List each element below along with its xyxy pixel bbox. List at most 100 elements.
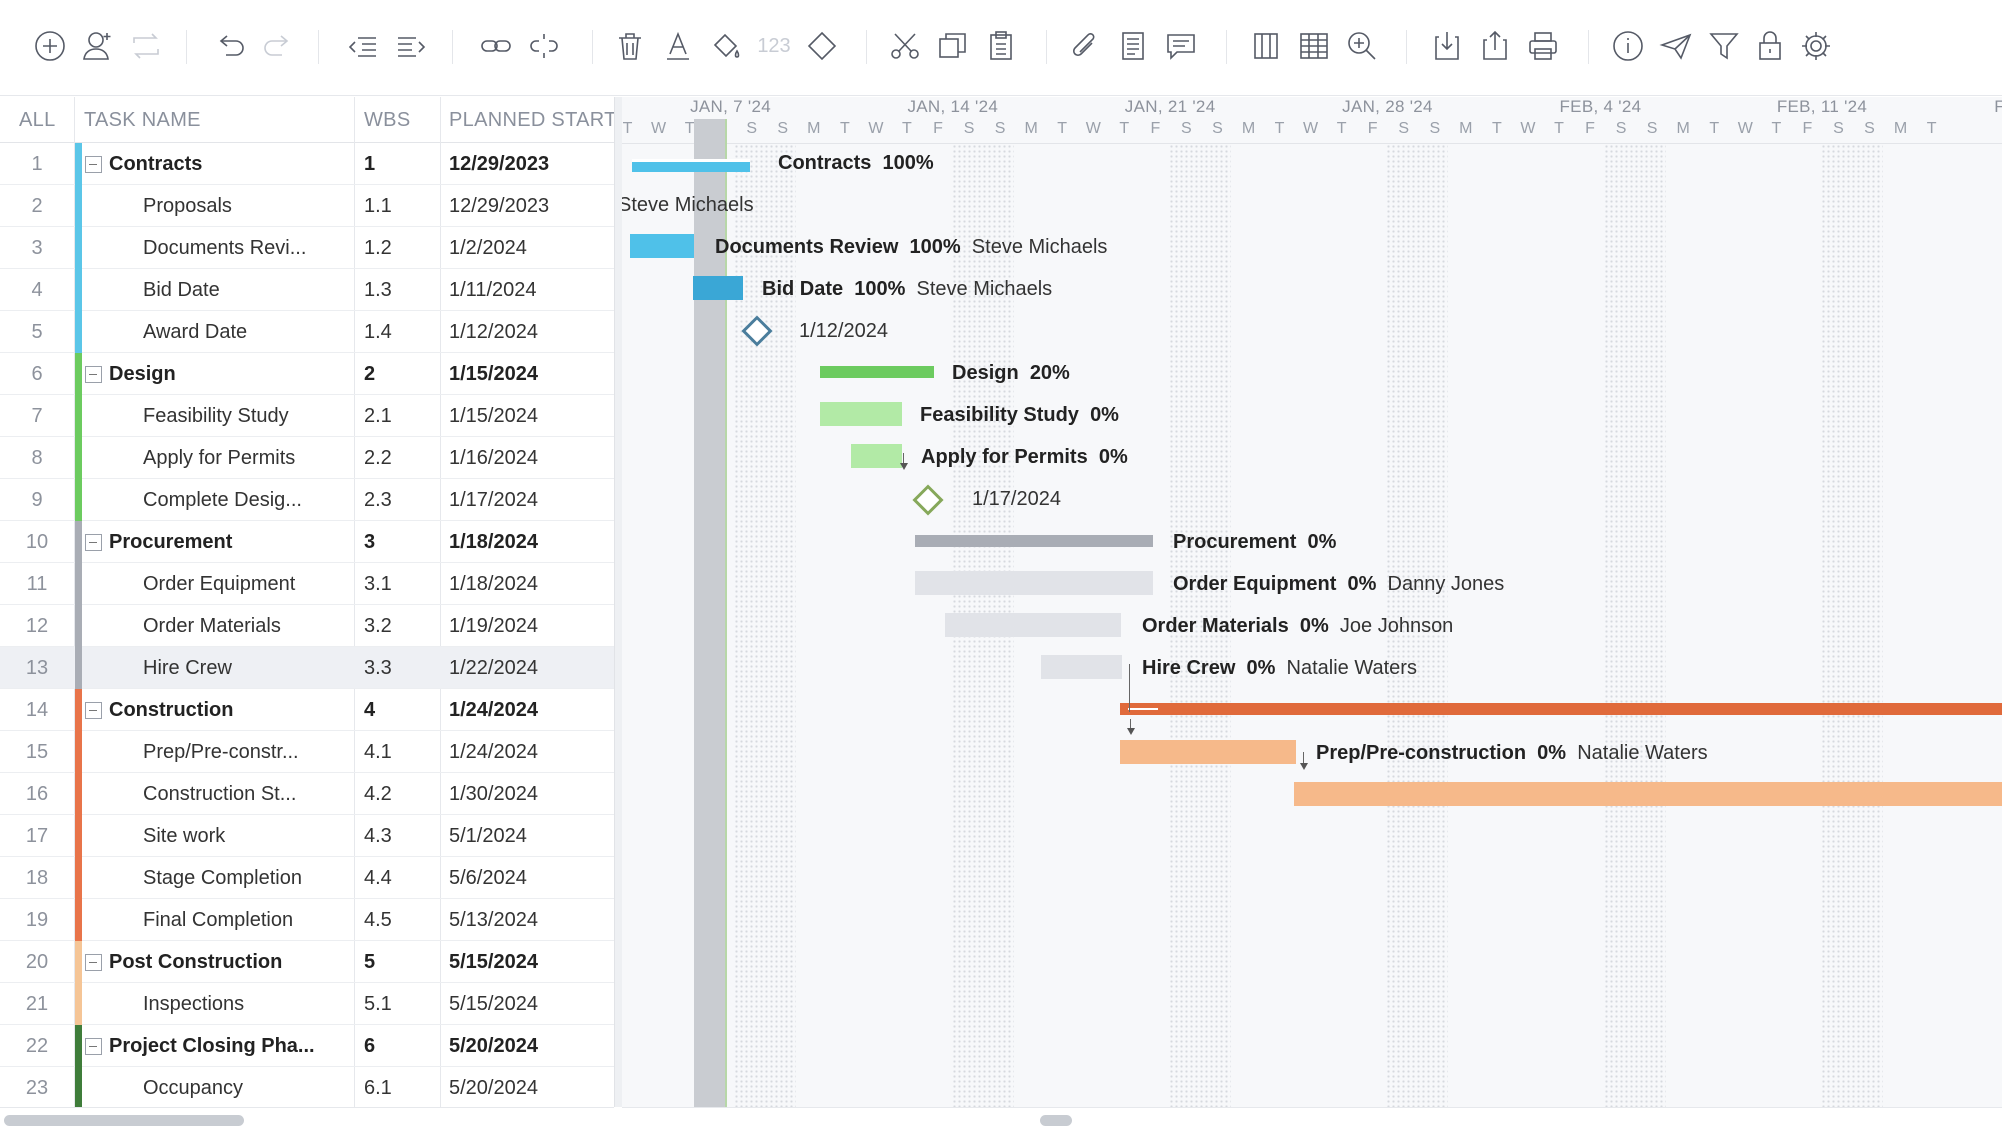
task-name[interactable]: Project Closing Pha... — [109, 1035, 315, 1057]
task-row[interactable]: 7 Feasibility Study 2.1 1/15/2024 — [0, 395, 614, 437]
fill-color-icon[interactable] — [708, 28, 744, 64]
task-group-row[interactable]: 6 Design 2 1/15/2024 — [0, 353, 614, 395]
task-row[interactable]: 4 Bid Date 1.3 1/11/2024 — [0, 269, 614, 311]
task-name[interactable]: Stage Completion — [143, 867, 302, 889]
task-name[interactable]: Proposals — [143, 195, 232, 217]
gantt-horizontal-scrollbar[interactable] — [622, 1107, 2002, 1132]
collapse-toggle-icon[interactable] — [85, 702, 102, 719]
milestone-complete-design[interactable] — [912, 484, 944, 516]
task-name[interactable]: Bid Date — [143, 279, 220, 301]
task-name[interactable]: Occupancy — [143, 1077, 244, 1099]
task-name[interactable]: Award Date — [143, 321, 248, 343]
task-row[interactable]: 15 Prep/Pre-constr... 4.1 1/24/2024 — [0, 731, 614, 773]
task-row[interactable]: 5 Award Date 1.4 1/12/2024 — [0, 311, 614, 353]
task-row[interactable]: 23 Occupancy 6.1 5/20/2024 — [0, 1067, 614, 1107]
column-header-wbs[interactable]: WBS — [364, 109, 411, 131]
info-icon[interactable] — [1610, 28, 1646, 64]
collapse-toggle-icon[interactable] — [85, 534, 102, 551]
attachment-icon[interactable] — [1067, 28, 1103, 64]
redo-icon[interactable] — [260, 28, 296, 64]
task-name[interactable]: Final Completion — [143, 909, 294, 931]
task-row[interactable]: 9 Complete Desig... 2.3 1/17/2024 — [0, 479, 614, 521]
task-name[interactable]: Construction St... — [143, 783, 297, 805]
zoom-icon[interactable] — [1344, 28, 1380, 64]
task-name[interactable]: Design — [109, 363, 176, 385]
filter-icon[interactable] — [1706, 28, 1742, 64]
bar-feasibility-study[interactable] — [820, 402, 902, 426]
settings-icon[interactable] — [1798, 28, 1834, 64]
task-row[interactable]: 11 Order Equipment 3.1 1/18/2024 — [0, 563, 614, 605]
task-group-row[interactable]: 14 Construction 4 1/24/2024 — [0, 689, 614, 731]
task-row[interactable]: 21 Inspections 5.1 5/15/2024 — [0, 983, 614, 1025]
collapse-toggle-icon[interactable] — [85, 156, 102, 173]
add-task-icon[interactable] — [32, 28, 68, 64]
task-name[interactable]: Order Materials — [143, 615, 281, 637]
numbering-icon[interactable]: 123 — [757, 34, 791, 57]
bar-prep-pre-construction[interactable] — [1120, 740, 1296, 764]
task-row[interactable]: 17 Site work 4.3 5/1/2024 — [0, 815, 614, 857]
task-row[interactable]: 18 Stage Completion 4.4 5/6/2024 — [0, 857, 614, 899]
bar-construction-stage[interactable] — [1294, 782, 2002, 806]
task-name[interactable]: Site work — [143, 825, 226, 847]
task-row[interactable]: 12 Order Materials 3.2 1/19/2024 — [0, 605, 614, 647]
task-group-row[interactable]: 10 Procurement 3 1/18/2024 — [0, 521, 614, 563]
task-name[interactable]: Procurement — [109, 531, 233, 553]
task-name[interactable]: Contracts — [109, 153, 203, 175]
task-name[interactable]: Construction — [109, 699, 234, 721]
undo-icon[interactable] — [212, 28, 248, 64]
indent-icon[interactable] — [393, 28, 429, 64]
bar-order-materials[interactable] — [945, 613, 1121, 637]
task-name[interactable]: Complete Desig... — [143, 489, 302, 511]
task-group-row[interactable]: 20 Post Construction 5 5/15/2024 — [0, 941, 614, 983]
column-header-planned-start[interactable]: PLANNED START — [449, 109, 614, 131]
paste-icon[interactable] — [983, 28, 1019, 64]
text-color-icon[interactable] — [660, 28, 696, 64]
task-row[interactable]: 3 Documents Revi... 1.2 1/2/2024 — [0, 227, 614, 269]
milestone-icon[interactable] — [804, 28, 840, 64]
cut-icon[interactable] — [887, 28, 923, 64]
send-icon[interactable] — [1658, 28, 1694, 64]
construction-summary-bar[interactable] — [1120, 703, 2002, 715]
task-row[interactable]: 19 Final Completion 4.5 5/13/2024 — [0, 899, 614, 941]
collapse-toggle-icon[interactable] — [85, 954, 102, 971]
task-row[interactable]: 8 Apply for Permits 2.2 1/16/2024 — [0, 437, 614, 479]
bar-order-equipment[interactable] — [915, 571, 1153, 595]
task-group-row[interactable]: 22 Project Closing Pha... 6 5/20/2024 — [0, 1025, 614, 1067]
task-group-row[interactable]: 1 Contracts 1 12/29/2023 — [0, 143, 614, 185]
design-summary-bar[interactable] — [820, 366, 934, 378]
add-user-icon[interactable] — [80, 28, 116, 64]
grid-horizontal-scrollbar[interactable] — [0, 1107, 614, 1132]
column-header-task-name[interactable]: TASK NAME — [84, 109, 201, 131]
delete-icon[interactable] — [612, 28, 648, 64]
bar-apply-for-permits[interactable] — [851, 444, 902, 468]
task-name[interactable]: Prep/Pre-constr... — [143, 741, 299, 763]
outdent-icon[interactable] — [345, 28, 381, 64]
collapse-toggle-icon[interactable] — [85, 1038, 102, 1055]
task-row[interactable]: 16 Construction St... 4.2 1/30/2024 — [0, 773, 614, 815]
collapse-toggle-icon[interactable] — [85, 366, 102, 383]
task-name[interactable]: Inspections — [143, 993, 245, 1015]
scrollbar-thumb[interactable] — [1040, 1115, 1072, 1126]
column-header-all[interactable]: ALL — [19, 109, 56, 131]
comments-icon[interactable] — [1163, 28, 1199, 64]
notes-icon[interactable] — [1115, 28, 1151, 64]
task-name[interactable]: Apply for Permits — [143, 447, 296, 469]
bar-documents-review[interactable] — [630, 234, 694, 258]
bar-bid-date[interactable] — [693, 276, 743, 300]
task-name[interactable]: Order Equipment — [143, 573, 296, 595]
import-icon[interactable] — [1429, 28, 1465, 64]
print-icon[interactable] — [1525, 28, 1561, 64]
lock-icon[interactable] — [1752, 28, 1788, 64]
task-name[interactable]: Post Construction — [109, 951, 283, 973]
contracts-summary-bar[interactable] — [632, 160, 750, 172]
task-row[interactable]: 13 Hire Crew 3.3 1/22/2024 — [0, 647, 614, 689]
task-name[interactable]: Hire Crew — [143, 657, 232, 679]
link-icon[interactable] — [478, 28, 514, 64]
procurement-summary-bar[interactable] — [915, 535, 1153, 547]
bar-hire-crew[interactable] — [1041, 655, 1122, 679]
task-name[interactable]: Feasibility Study — [143, 405, 289, 427]
pane-splitter[interactable] — [614, 97, 622, 1107]
unlink-icon[interactable] — [526, 28, 562, 64]
recurring-icon[interactable] — [128, 28, 164, 64]
task-row[interactable]: 2 Proposals 1.1 12/29/2023 — [0, 185, 614, 227]
